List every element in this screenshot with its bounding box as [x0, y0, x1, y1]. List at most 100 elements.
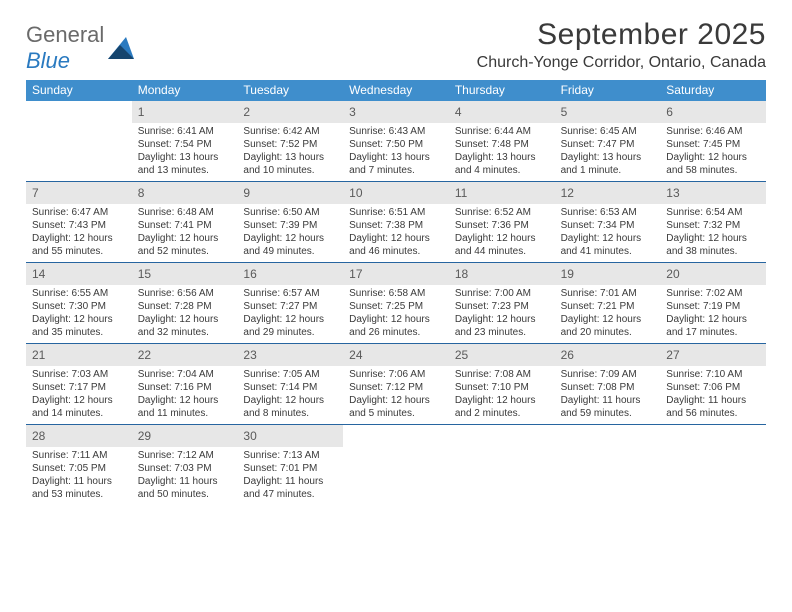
- day-detail: Sunrise: 6:58 AMSunset: 7:25 PMDaylight:…: [343, 285, 449, 343]
- sunrise-text: Sunrise: 7:12 AM: [138, 449, 232, 462]
- calendar-day-cell: 6Sunrise: 6:46 AMSunset: 7:45 PMDaylight…: [660, 101, 766, 181]
- day-detail: Sunrise: 7:06 AMSunset: 7:12 PMDaylight:…: [343, 366, 449, 424]
- sunset-text: Sunset: 7:34 PM: [561, 219, 655, 232]
- sunset-text: Sunset: 7:39 PM: [243, 219, 337, 232]
- day-number: 2: [243, 105, 250, 119]
- calendar-day-cell: 28Sunrise: 7:11 AMSunset: 7:05 PMDayligh…: [26, 425, 132, 505]
- calendar-day-cell: 29Sunrise: 7:12 AMSunset: 7:03 PMDayligh…: [132, 425, 238, 505]
- daylight-text: Daylight: 13 hours and 1 minute.: [561, 151, 655, 177]
- day-detail: Sunrise: 6:48 AMSunset: 7:41 PMDaylight:…: [132, 204, 238, 262]
- weekday-header-cell: Monday: [132, 80, 238, 101]
- sunrise-text: Sunrise: 6:44 AM: [455, 125, 549, 138]
- sunset-text: Sunset: 7:23 PM: [455, 300, 549, 313]
- day-number-bar: 16: [237, 263, 343, 285]
- sunset-text: Sunset: 7:05 PM: [32, 462, 126, 475]
- day-number-bar: 13: [660, 182, 766, 204]
- day-number: 26: [561, 348, 574, 362]
- day-detail: Sunrise: 7:11 AMSunset: 7:05 PMDaylight:…: [26, 447, 132, 505]
- day-number: 15: [138, 267, 151, 281]
- day-number: 16: [243, 267, 256, 281]
- day-number: 30: [243, 429, 256, 443]
- sunrise-text: Sunrise: 6:57 AM: [243, 287, 337, 300]
- day-number: 3: [349, 105, 356, 119]
- sunset-text: Sunset: 7:01 PM: [243, 462, 337, 475]
- day-detail: Sunrise: 6:41 AMSunset: 7:54 PMDaylight:…: [132, 123, 238, 181]
- day-number-bar: 29: [132, 425, 238, 447]
- calendar-day-cell: 8Sunrise: 6:48 AMSunset: 7:41 PMDaylight…: [132, 182, 238, 262]
- calendar-day-cell: 10 Sunrise: 6:51 AMSunset: 7:38 PMDayligh…: [343, 182, 449, 262]
- logo-word1: General: [26, 22, 104, 47]
- day-number: 29: [138, 429, 151, 443]
- day-number: 19: [561, 267, 574, 281]
- daylight-text: Daylight: 12 hours and 32 minutes.: [138, 313, 232, 339]
- sunrise-text: Sunrise: 7:04 AM: [138, 368, 232, 381]
- logo-mark-icon: [108, 37, 134, 59]
- day-number: 9: [243, 186, 250, 200]
- day-number-bar: 11: [449, 182, 555, 204]
- day-detail: Sunrise: 7:08 AMSunset: 7:10 PMDaylight:…: [449, 366, 555, 424]
- sunset-text: Sunset: 7:47 PM: [561, 138, 655, 151]
- day-number-bar: 28: [26, 425, 132, 447]
- weekday-header-cell: Wednesday: [343, 80, 449, 101]
- sunrise-text: Sunrise: 7:08 AM: [455, 368, 549, 381]
- daylight-text: Daylight: 12 hours and 20 minutes.: [561, 313, 655, 339]
- day-number-bar: 9: [237, 182, 343, 204]
- month-title: September 2025: [477, 18, 766, 52]
- day-number-bar: 30: [237, 425, 343, 447]
- daylight-text: Daylight: 12 hours and 41 minutes.: [561, 232, 655, 258]
- calendar-day-cell: 4Sunrise: 6:44 AMSunset: 7:48 PMDaylight…: [449, 101, 555, 181]
- sunset-text: Sunset: 7:21 PM: [561, 300, 655, 313]
- day-number: 10: [349, 186, 362, 200]
- calendar-day-cell: 22Sunrise: 7:04 AMSunset: 7:16 PMDayligh…: [132, 344, 238, 424]
- day-detail: Sunrise: 6:53 AMSunset: 7:34 PMDaylight:…: [555, 204, 661, 262]
- day-detail: Sunrise: 6:51 AMSunset: 7:38 PMDaylight:…: [343, 204, 449, 262]
- day-detail: Sunrise: 6:56 AMSunset: 7:28 PMDaylight:…: [132, 285, 238, 343]
- day-number-bar: 27: [660, 344, 766, 366]
- sunrise-text: Sunrise: 6:50 AM: [243, 206, 337, 219]
- calendar-grid: 1Sunrise: 6:41 AMSunset: 7:54 PMDaylight…: [26, 101, 766, 505]
- sunrise-text: Sunrise: 7:05 AM: [243, 368, 337, 381]
- day-number-bar: 10: [343, 182, 449, 204]
- day-number-bar: 7: [26, 182, 132, 204]
- day-number-bar: 26: [555, 344, 661, 366]
- sunset-text: Sunset: 7:16 PM: [138, 381, 232, 394]
- day-number: 13: [666, 186, 679, 200]
- daylight-text: Daylight: 12 hours and 14 minutes.: [32, 394, 126, 420]
- calendar-day-cell: 5Sunrise: 6:45 AMSunset: 7:47 PMDaylight…: [555, 101, 661, 181]
- sunset-text: Sunset: 7:43 PM: [32, 219, 126, 232]
- calendar-day-cell: 23Sunrise: 7:05 AMSunset: 7:14 PMDayligh…: [237, 344, 343, 424]
- sunset-text: Sunset: 7:50 PM: [349, 138, 443, 151]
- day-number-bar: 4: [449, 101, 555, 123]
- sunrise-text: Sunrise: 6:45 AM: [561, 125, 655, 138]
- sunset-text: Sunset: 7:32 PM: [666, 219, 760, 232]
- day-number-bar: 12: [555, 182, 661, 204]
- day-detail: Sunrise: 6:46 AMSunset: 7:45 PMDaylight:…: [660, 123, 766, 181]
- sunset-text: Sunset: 7:30 PM: [32, 300, 126, 313]
- day-number: 21: [32, 348, 45, 362]
- sunset-text: Sunset: 7:06 PM: [666, 381, 760, 394]
- calendar-day-cell: 17Sunrise: 6:58 AMSunset: 7:25 PMDayligh…: [343, 263, 449, 343]
- day-number: 11: [455, 186, 467, 200]
- daylight-text: Daylight: 12 hours and 17 minutes.: [666, 313, 760, 339]
- daylight-text: Daylight: 12 hours and 44 minutes.: [455, 232, 549, 258]
- sunset-text: Sunset: 7:28 PM: [138, 300, 232, 313]
- sunset-text: Sunset: 7:08 PM: [561, 381, 655, 394]
- sunrise-text: Sunrise: 6:56 AM: [138, 287, 232, 300]
- sunset-text: Sunset: 7:45 PM: [666, 138, 760, 151]
- sunset-text: Sunset: 7:27 PM: [243, 300, 337, 313]
- day-detail: Sunrise: 7:09 AMSunset: 7:08 PMDaylight:…: [555, 366, 661, 424]
- day-detail: Sunrise: 6:44 AMSunset: 7:48 PMDaylight:…: [449, 123, 555, 181]
- calendar-empty-cell: [343, 425, 449, 505]
- daylight-text: Daylight: 12 hours and 5 minutes.: [349, 394, 443, 420]
- sunrise-text: Sunrise: 6:51 AM: [349, 206, 443, 219]
- sunset-text: Sunset: 7:36 PM: [455, 219, 549, 232]
- daylight-text: Daylight: 12 hours and 46 minutes.: [349, 232, 443, 258]
- day-detail: Sunrise: 7:03 AMSunset: 7:17 PMDaylight:…: [26, 366, 132, 424]
- sunset-text: Sunset: 7:14 PM: [243, 381, 337, 394]
- logo: General Blue: [26, 22, 134, 74]
- sunrise-text: Sunrise: 7:03 AM: [32, 368, 126, 381]
- day-number-bar: 17: [343, 263, 449, 285]
- daylight-text: Daylight: 12 hours and 38 minutes.: [666, 232, 760, 258]
- daylight-text: Daylight: 11 hours and 53 minutes.: [32, 475, 126, 501]
- day-detail: Sunrise: 7:04 AMSunset: 7:16 PMDaylight:…: [132, 366, 238, 424]
